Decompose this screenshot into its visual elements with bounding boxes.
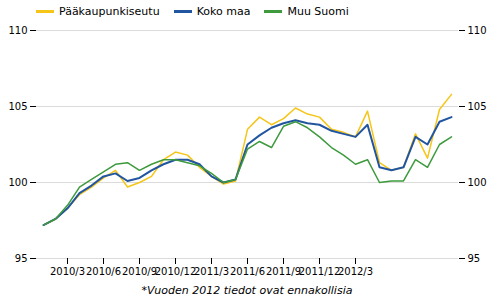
svg-text:105: 105 bbox=[468, 101, 487, 112]
svg-text:2010/9: 2010/9 bbox=[122, 266, 157, 277]
svg-text:2011/12: 2011/12 bbox=[299, 266, 341, 277]
svg-text:110: 110 bbox=[468, 25, 487, 36]
svg-text:2010/3: 2010/3 bbox=[50, 266, 85, 277]
html-text:Muu Suomi: Muu Suomi bbox=[287, 5, 349, 18]
svg-text:110: 110 bbox=[8, 25, 27, 36]
svg-text:95: 95 bbox=[15, 253, 28, 264]
svg-text:2010/6: 2010/6 bbox=[86, 266, 121, 277]
svg-text:2010/12: 2010/12 bbox=[155, 266, 197, 277]
html-text:Koko maa: Koko maa bbox=[196, 5, 251, 18]
svg-text:2011/3: 2011/3 bbox=[194, 266, 229, 277]
svg-text:2012/3: 2012/3 bbox=[338, 266, 373, 277]
svg-text:105: 105 bbox=[8, 101, 27, 112]
html-text:Pääkaupunkiseutu: Pääkaupunkiseutu bbox=[59, 5, 160, 18]
svg-text:2011/9: 2011/9 bbox=[266, 266, 301, 277]
html-text:*Vuoden 2012 tiedot ovat ennak: *Vuoden 2012 tiedot ovat ennakollisia bbox=[141, 284, 353, 297]
svg-text:2011/6: 2011/6 bbox=[230, 266, 265, 277]
svg-text:95: 95 bbox=[468, 253, 481, 264]
svg-text:100: 100 bbox=[8, 177, 27, 188]
svg-text:100: 100 bbox=[468, 177, 487, 188]
